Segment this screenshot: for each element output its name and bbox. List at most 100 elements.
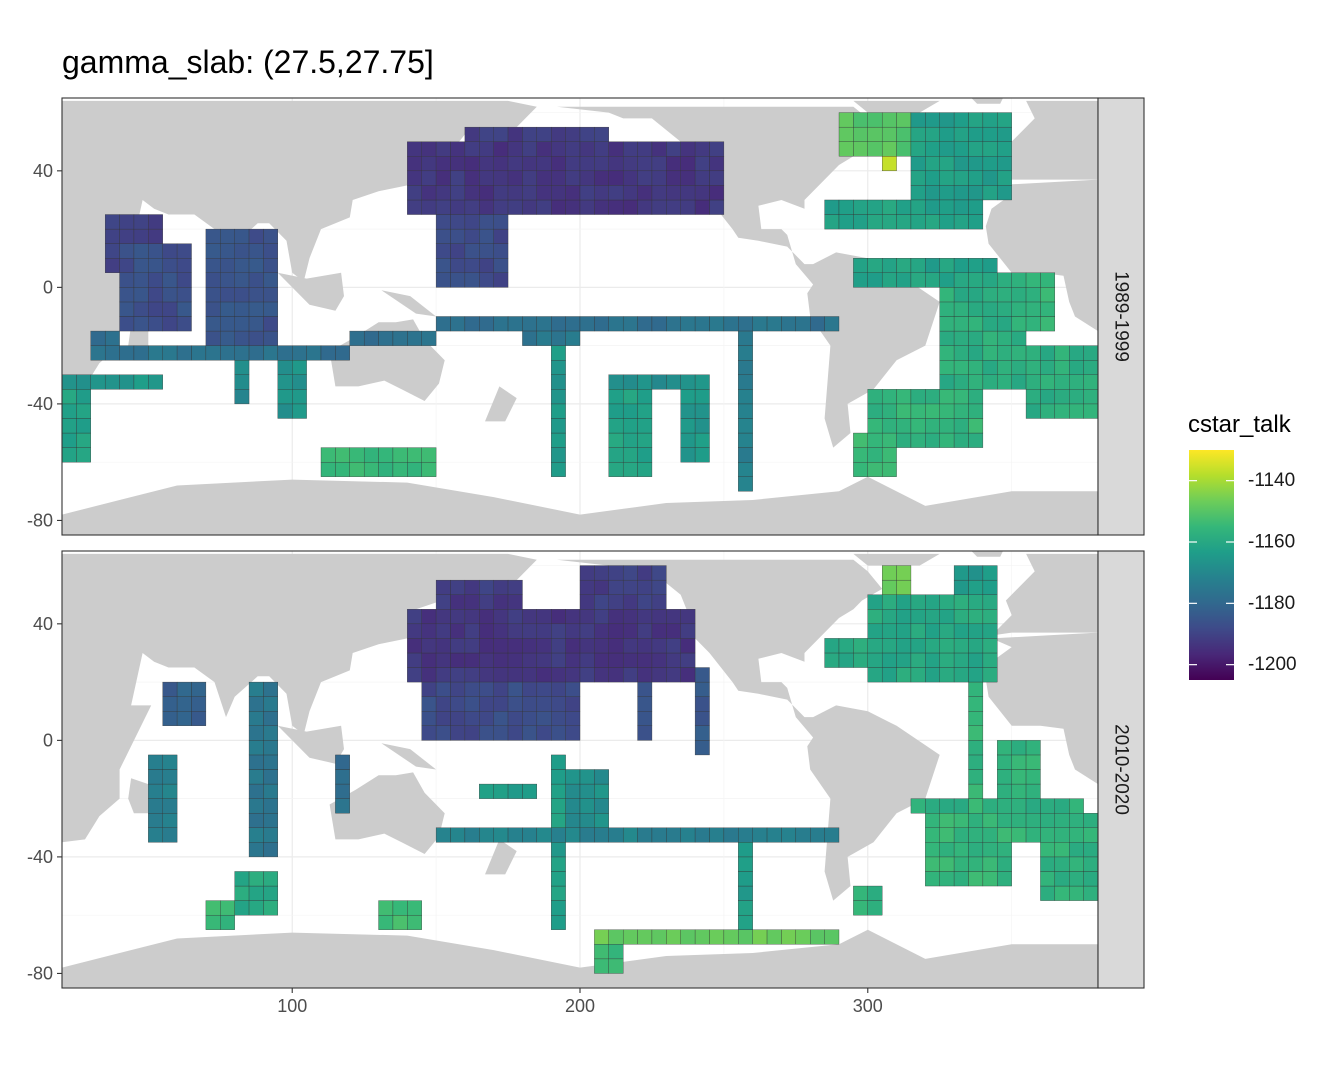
data-tile	[881, 667, 897, 683]
data-tile	[464, 579, 480, 595]
data-tile	[1011, 769, 1027, 785]
data-tile	[738, 900, 753, 916]
data-tile	[694, 389, 710, 405]
data-tile	[1011, 287, 1027, 303]
data-tile	[666, 156, 681, 172]
data-tile	[608, 565, 624, 581]
data-tile	[464, 272, 480, 288]
data-tile	[982, 112, 998, 128]
data-tile	[694, 432, 710, 448]
data-tile	[263, 696, 279, 712]
data-tile	[709, 156, 725, 172]
data-tile	[997, 287, 1012, 303]
data-tile	[148, 374, 163, 390]
data-tile	[1054, 842, 1070, 858]
data-tile	[939, 403, 955, 419]
data-tile	[1025, 783, 1041, 799]
data-tile	[176, 681, 192, 697]
data-tile	[953, 403, 969, 419]
data-tile	[637, 316, 653, 332]
data-tile	[464, 667, 480, 683]
data-tile	[968, 258, 984, 273]
data-tile	[838, 638, 854, 654]
data-tile	[162, 827, 178, 843]
data-tile	[421, 681, 437, 697]
data-tile	[997, 330, 1012, 346]
data-tile	[939, 623, 955, 639]
data-tile	[925, 389, 940, 405]
data-tile	[464, 185, 480, 201]
data-tile	[680, 827, 696, 843]
data-tile	[939, 360, 955, 375]
data-tile	[637, 638, 653, 654]
data-tile	[1040, 360, 1056, 375]
data-tile	[997, 871, 1012, 887]
data-tile	[651, 185, 667, 201]
data-tile	[421, 652, 437, 668]
data-tile	[953, 126, 969, 142]
land-mass	[381, 743, 437, 770]
data-tile	[205, 330, 221, 346]
data-tile	[896, 638, 912, 654]
data-tile	[464, 258, 480, 273]
data-tile	[953, 345, 969, 361]
data-tile	[536, 725, 552, 741]
data-tile	[551, 374, 566, 390]
y-tick-label: -80	[27, 510, 53, 530]
data-tile	[479, 667, 494, 683]
data-tile	[968, 565, 984, 581]
data-tile	[910, 638, 926, 654]
data-tile	[982, 579, 998, 595]
data-tile	[594, 667, 609, 683]
data-tile	[867, 214, 883, 230]
data-tile	[551, 330, 566, 346]
data-tile	[507, 667, 523, 683]
data-tile	[925, 185, 940, 201]
data-tile	[579, 769, 595, 785]
data-tile	[1083, 842, 1098, 858]
data-tile	[479, 272, 494, 288]
data-tile	[608, 609, 624, 625]
data-tile	[594, 126, 609, 142]
data-tile	[248, 885, 264, 901]
data-tile	[939, 856, 955, 872]
data-tile	[939, 214, 955, 230]
data-tile	[939, 199, 955, 215]
data-tile	[407, 170, 422, 186]
data-tile	[450, 623, 466, 639]
data-tile	[464, 228, 480, 244]
data-tile	[982, 258, 998, 273]
data-tile	[738, 842, 753, 858]
data-tile	[162, 301, 178, 317]
data-tile	[565, 609, 581, 625]
data-tile	[709, 929, 725, 945]
data-tile	[292, 403, 307, 419]
data-tile	[968, 112, 984, 128]
data-tile	[421, 609, 437, 625]
data-tile	[925, 112, 940, 128]
data-tile	[205, 258, 221, 273]
data-tile	[263, 769, 279, 785]
data-tile	[867, 112, 883, 128]
data-tile	[824, 929, 840, 945]
data-tile	[939, 301, 955, 317]
data-tile	[479, 652, 494, 668]
data-tile	[694, 681, 710, 697]
data-tile	[968, 827, 984, 843]
data-tile	[608, 199, 624, 215]
data-tile	[507, 579, 523, 595]
data-tile	[694, 316, 710, 332]
data-tile	[867, 432, 883, 448]
data-tile	[133, 243, 149, 259]
data-tile	[1011, 798, 1027, 814]
data-tile	[680, 403, 696, 419]
data-tile	[651, 929, 667, 945]
data-tile	[1054, 403, 1070, 419]
land-mass	[381, 290, 437, 317]
data-tile	[450, 711, 466, 726]
data-tile	[622, 170, 638, 186]
data-tile	[910, 667, 926, 683]
data-tile	[910, 403, 926, 419]
data-tile	[435, 681, 451, 697]
